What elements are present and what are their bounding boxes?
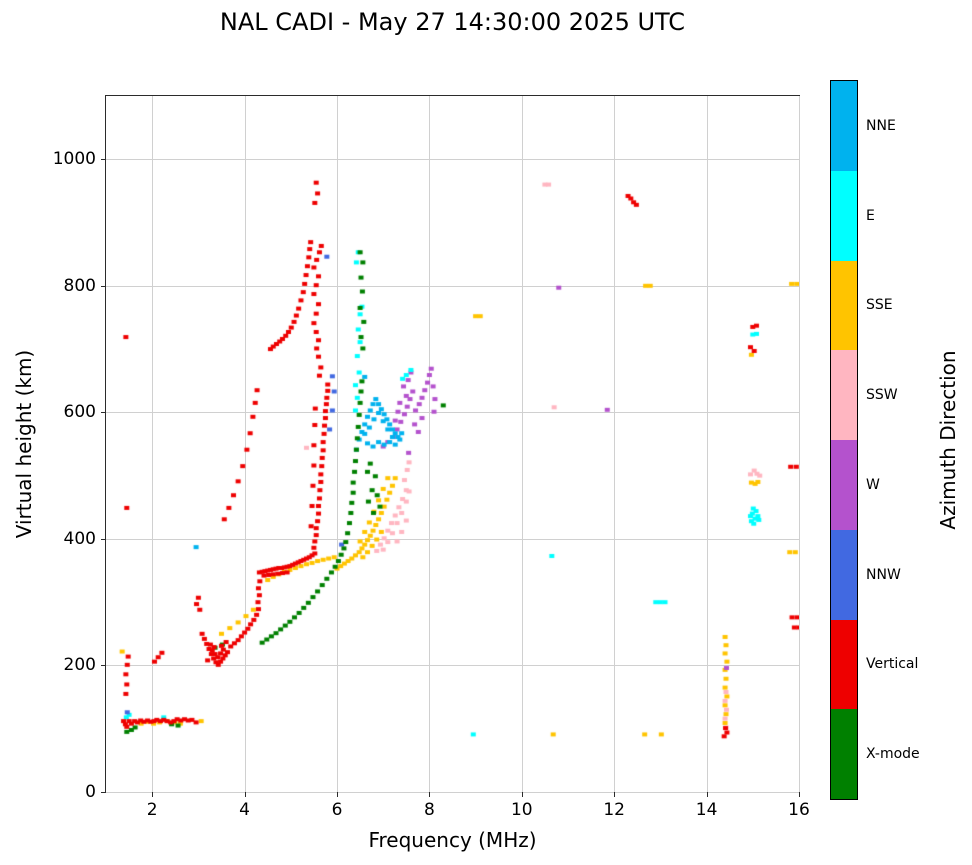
- x-tick-mark: [152, 792, 154, 797]
- y-tick-mark: [101, 792, 106, 793]
- x-tick-mark: [614, 792, 616, 797]
- y-tick-mark: [101, 665, 106, 667]
- x-tick-mark: [429, 792, 431, 797]
- y-tick-label: 600: [63, 402, 96, 423]
- x-tick-mark: [337, 792, 338, 797]
- colorbar-category-label: W: [866, 476, 880, 493]
- colorbar-category-label: NNW: [866, 566, 901, 583]
- y-tick-label: 1000: [52, 149, 96, 170]
- colorbar-segment-nne: NNE: [831, 81, 896, 171]
- colorbar-category-label: X-mode: [866, 746, 920, 763]
- scatter-points-canvas: [106, 96, 799, 792]
- colorbar-segment-ssw: SSW: [831, 350, 898, 440]
- x-tick-label: 6: [331, 800, 343, 820]
- azimuth-colorbar: NNE E SSE SSW W NNW Vertical X-mode: [830, 80, 920, 800]
- colorbar-segment-vertical: Vertical: [831, 619, 918, 710]
- y-tick-mark: [101, 412, 106, 414]
- y-tick-label: 200: [63, 655, 96, 676]
- chart-title: NAL CADI - May 27 14:30:00 2025 UTC: [219, 8, 686, 36]
- gridline-x: [799, 96, 800, 792]
- x-tick-label: 12: [603, 800, 626, 820]
- x-tick-mark: [799, 792, 800, 797]
- x-tick-mark: [521, 792, 523, 797]
- y-tick-mark: [101, 538, 106, 540]
- y-tick-label: 800: [63, 275, 96, 296]
- plot-area: 2 4 6 8 10 12 14 16 0 200 400 600 800 1000: [53, 95, 810, 820]
- x-tick-label: 4: [239, 800, 251, 820]
- gridline-y: [106, 792, 799, 793]
- colorbar-segment-sse: SSE: [831, 260, 893, 351]
- colorbar-category-label: NNE: [866, 117, 896, 134]
- x-tick-label: 10: [510, 800, 533, 820]
- colorbar-category-label: SSW: [866, 387, 898, 404]
- x-tick-label: 14: [695, 800, 718, 820]
- x-tick-label: 8: [423, 800, 435, 820]
- x-tick-label: 16: [788, 800, 810, 820]
- colorbar-category-label: E: [866, 207, 875, 224]
- colorbar-category-label: Vertical: [866, 656, 919, 673]
- colorbar-category-label: SSE: [866, 297, 893, 314]
- y-tick-label: 0: [85, 782, 96, 802]
- x-tick-label: 2: [146, 800, 158, 820]
- colorbar-segment-e: E: [831, 170, 875, 261]
- y-tick-mark: [101, 159, 106, 161]
- y-tick-label: 400: [63, 528, 96, 549]
- x-tick-mark: [706, 792, 708, 797]
- colorbar-segment-nnw: NNW: [831, 529, 901, 620]
- x-axis-label: Frequency (MHz): [368, 828, 537, 852]
- colorbar-axis-label: Azimuth Direction: [936, 350, 960, 530]
- y-tick-mark: [101, 285, 106, 287]
- y-axis-label: Virtual height (km): [12, 349, 36, 539]
- x-tick-mark: [244, 792, 246, 797]
- colorbar-segment-w: W: [831, 440, 880, 530]
- colorbar-segment-x-mode: X-mode: [831, 709, 920, 799]
